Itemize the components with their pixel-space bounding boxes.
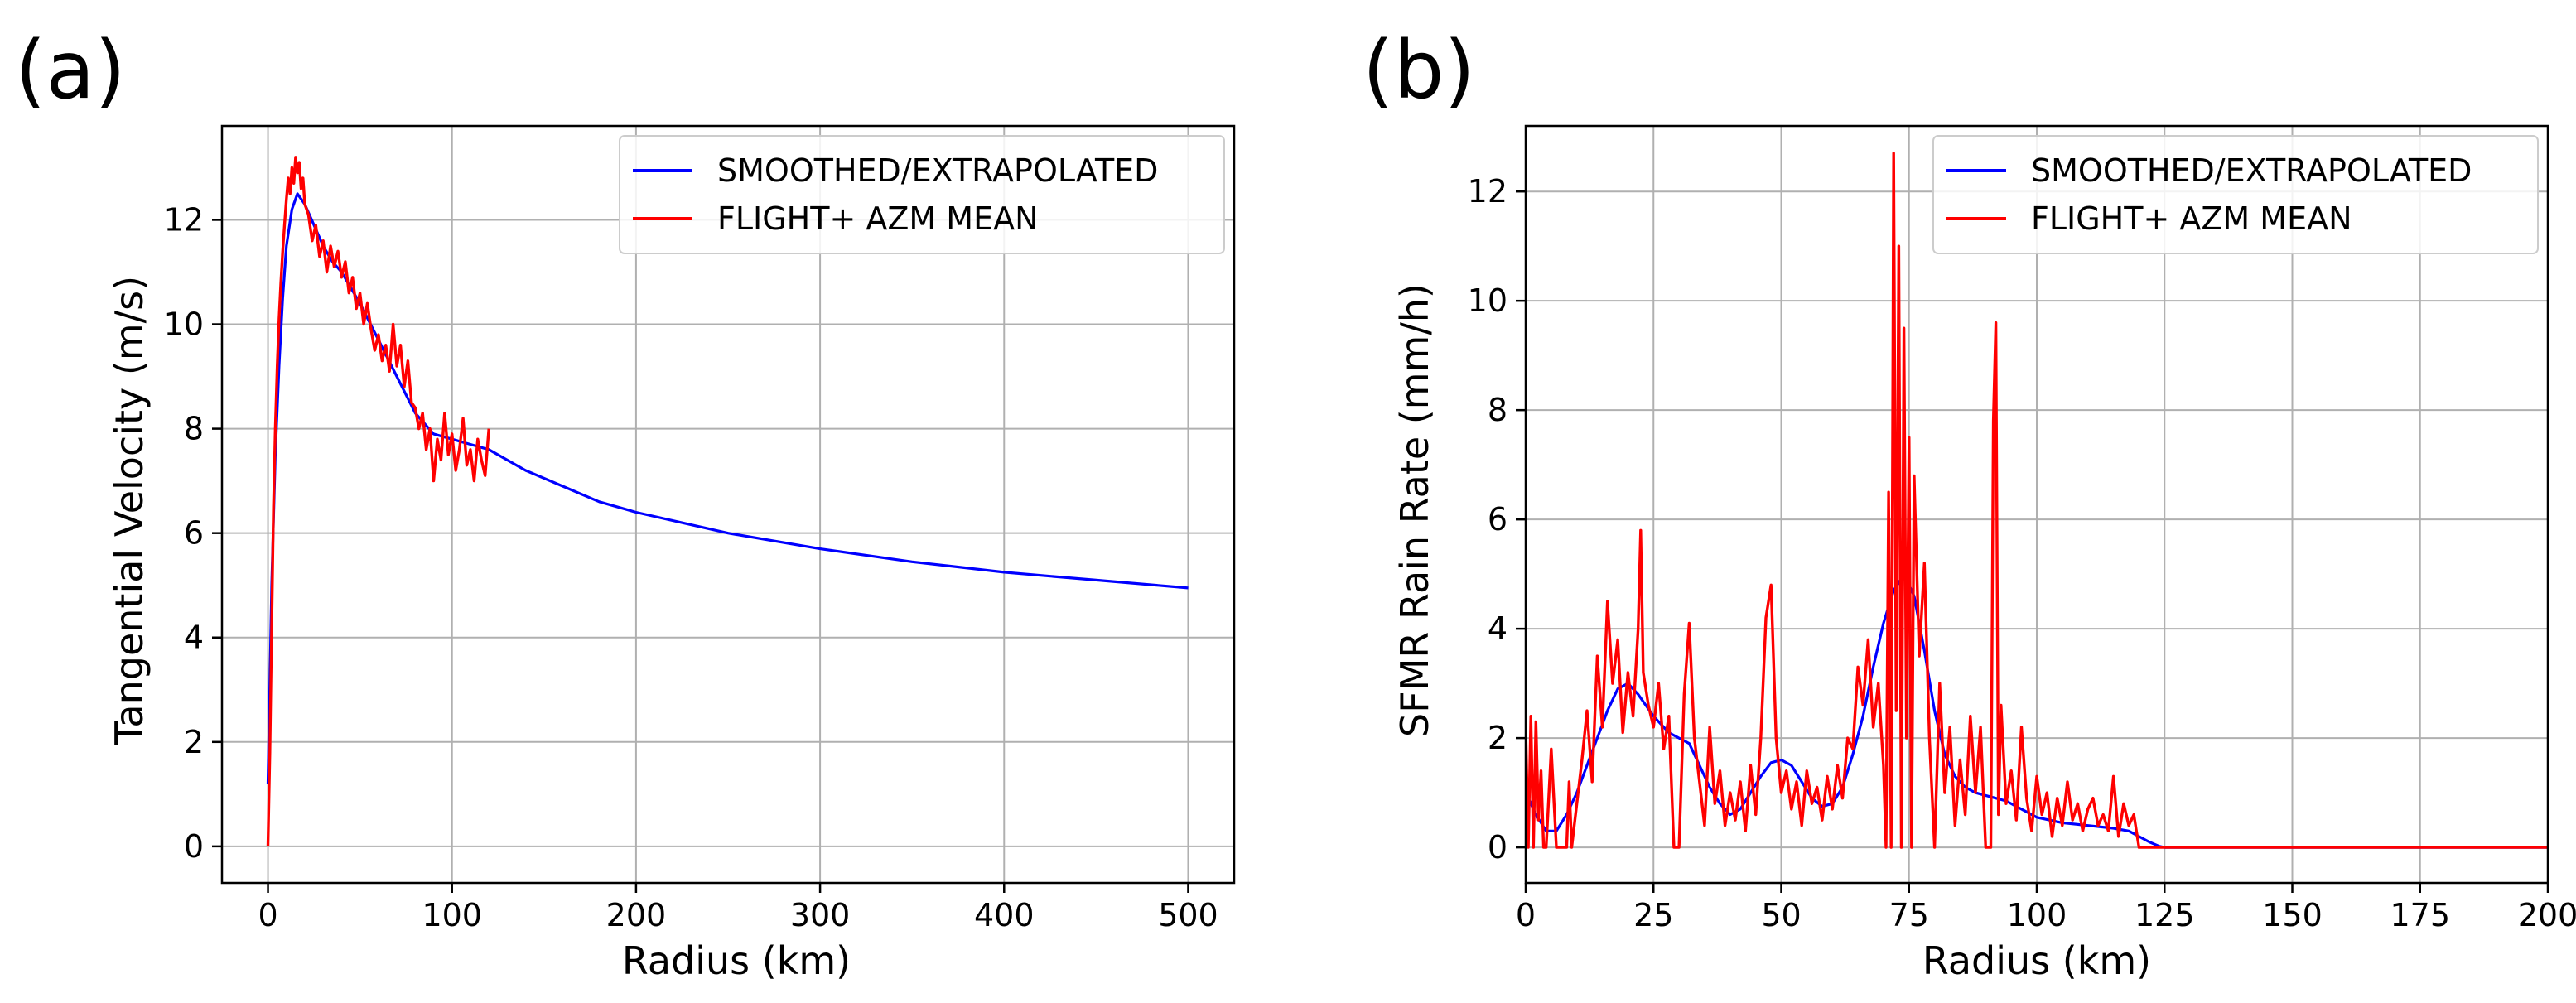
chart-b-xtick-label-1: 25 bbox=[1633, 897, 1673, 933]
chart-a-ytick-label-2: 4 bbox=[184, 620, 204, 656]
chart-a-legend-label-0: SMOOTHED/EXTRAPOLATED bbox=[717, 152, 1158, 189]
chart-b: 0 25 50 75 100 125 150 175 200 0 2 4 6 8 10 12 SMOOTHED/… bbox=[1468, 124, 2576, 933]
chart-a-frame bbox=[220, 124, 1236, 885]
chart-b-xtick-label-4: 100 bbox=[2007, 897, 2067, 933]
chart-b-ytick-label-6: 12 bbox=[1468, 173, 1507, 210]
chart-b-xtick-label-8: 200 bbox=[2518, 897, 2576, 933]
chart-b-ytick-label-2: 4 bbox=[1488, 610, 1507, 647]
chart-b-xtick-label-5: 125 bbox=[2135, 897, 2195, 933]
chart-a-ytick-label-0: 0 bbox=[184, 828, 204, 865]
chart-b-xtick-label-3: 75 bbox=[1889, 897, 1929, 933]
chart-a-xtick-label-4: 400 bbox=[974, 897, 1035, 933]
chart-a-ytick-label-3: 6 bbox=[184, 515, 204, 552]
chart-b-legend: SMOOTHED/EXTRAPOLATED FLIGHT+ AZM MEAN bbox=[1932, 135, 2539, 254]
chart-a-ytick-label-4: 8 bbox=[184, 411, 204, 447]
chart-b-xtick-label-6: 150 bbox=[2262, 897, 2323, 933]
chart-b-legend-label-1: FLIGHT+ AZM MEAN bbox=[2031, 200, 2352, 237]
chart-a-legend-label-1: FLIGHT+ AZM MEAN bbox=[717, 200, 1039, 237]
chart-b-ytick-label-4: 8 bbox=[1488, 392, 1507, 428]
chart-a-xtick-label-5: 500 bbox=[1158, 897, 1218, 933]
chart-a-xtick-label-2: 200 bbox=[606, 897, 667, 933]
chart-a-series-smoothed bbox=[266, 192, 1189, 784]
chart-b-xtick-label-2: 50 bbox=[1761, 897, 1801, 933]
chart-a-ytick-label-1: 2 bbox=[184, 724, 204, 760]
chart-b-xtick-label-0: 0 bbox=[1516, 897, 1536, 933]
chart-b-legend-box bbox=[1932, 135, 2539, 254]
chart-a-series-flight bbox=[266, 156, 490, 846]
chart-b-legend-label-0: SMOOTHED/EXTRAPOLATED bbox=[2031, 152, 2472, 189]
chart-b-series-flight bbox=[1526, 152, 2548, 849]
chart-a-legend-box bbox=[619, 135, 1225, 254]
chart-a-xtick-label-1: 100 bbox=[422, 897, 482, 933]
chart-a-ylabel: Tangential Velocity (m/s) bbox=[107, 276, 152, 745]
chart-b-ytick-label-0: 0 bbox=[1488, 829, 1507, 866]
panel-letter-b: (b) bbox=[1363, 24, 1475, 117]
panel-letter-a: (a) bbox=[15, 24, 126, 117]
chart-a: 0 100 200 300 400 500 0 2 4 6 8 10 12 SMOOTHED/EXTRAP… bbox=[164, 124, 1236, 933]
chart-a-xtick-label-3: 300 bbox=[790, 897, 851, 933]
chart-a-legend: SMOOTHED/EXTRAPOLATED FLIGHT+ AZM MEAN bbox=[619, 135, 1225, 254]
chart-a-xlabel: Radius (km) bbox=[622, 938, 851, 983]
chart-a-ytick-label-6: 12 bbox=[164, 201, 204, 238]
chart-b-ytick-label-5: 10 bbox=[1468, 282, 1507, 319]
chart-b-xtick-label-7: 175 bbox=[2390, 897, 2450, 933]
chart-a-xtick-label-0: 0 bbox=[258, 897, 277, 933]
chart-b-ytick-label-3: 6 bbox=[1488, 501, 1507, 538]
chart-b-ytick-label-1: 2 bbox=[1488, 720, 1507, 756]
chart-b-ylabel: SFMR Rain Rate (mm/h) bbox=[1392, 283, 1437, 737]
chart-a-ytick-label-5: 10 bbox=[164, 306, 204, 343]
chart-b-xlabel: Radius (km) bbox=[1922, 938, 2151, 983]
